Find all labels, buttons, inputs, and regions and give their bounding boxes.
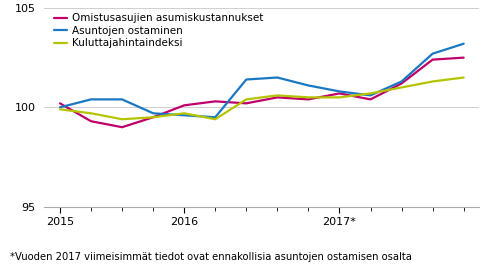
Kuluttajahintaindeksi xyxy=(430,80,436,83)
Omistusasujien asumiskustannukset xyxy=(119,126,125,129)
Line: Asuntojen ostaminen: Asuntojen ostaminen xyxy=(60,44,464,117)
Omistusasujien asumiskustannukset xyxy=(461,56,467,59)
Asuntojen ostaminen xyxy=(212,116,218,119)
Kuluttajahintaindeksi xyxy=(461,76,467,79)
Line: Omistusasujien asumiskustannukset: Omistusasujien asumiskustannukset xyxy=(60,58,464,127)
Kuluttajahintaindeksi xyxy=(150,116,156,119)
Asuntojen ostaminen xyxy=(461,42,467,45)
Kuluttajahintaindeksi xyxy=(181,112,187,115)
Kuluttajahintaindeksi xyxy=(399,86,405,89)
Kuluttajahintaindeksi xyxy=(212,118,218,121)
Asuntojen ostaminen xyxy=(119,98,125,101)
Asuntojen ostaminen xyxy=(57,106,63,109)
Kuluttajahintaindeksi xyxy=(305,96,311,99)
Omistusasujien asumiskustannukset xyxy=(181,104,187,107)
Omistusasujien asumiskustannukset xyxy=(244,102,249,105)
Omistusasujien asumiskustannukset xyxy=(399,82,405,85)
Kuluttajahintaindeksi xyxy=(244,98,249,101)
Asuntojen ostaminen xyxy=(305,84,311,87)
Legend: Omistusasujien asumiskustannukset, Asuntojen ostaminen, Kuluttajahintaindeksi: Omistusasujien asumiskustannukset, Asunt… xyxy=(54,13,263,48)
Kuluttajahintaindeksi xyxy=(119,118,125,121)
Asuntojen ostaminen xyxy=(274,76,280,79)
Text: *Vuoden 2017 viimeisimmät tiedot ovat ennakollisia asuntojen ostamisen osalta: *Vuoden 2017 viimeisimmät tiedot ovat en… xyxy=(10,252,412,262)
Omistusasujien asumiskustannukset xyxy=(305,98,311,101)
Asuntojen ostaminen xyxy=(88,98,94,101)
Kuluttajahintaindeksi xyxy=(57,108,63,111)
Kuluttajahintaindeksi xyxy=(274,94,280,97)
Omistusasujien asumiskustannukset xyxy=(88,120,94,123)
Omistusasujien asumiskustannukset xyxy=(336,92,342,95)
Omistusasujien asumiskustannukset xyxy=(57,102,63,105)
Asuntojen ostaminen xyxy=(399,80,405,83)
Asuntojen ostaminen xyxy=(336,90,342,93)
Omistusasujien asumiskustannukset xyxy=(274,96,280,99)
Asuntojen ostaminen xyxy=(430,52,436,55)
Asuntojen ostaminen xyxy=(244,78,249,81)
Kuluttajahintaindeksi xyxy=(368,92,373,95)
Asuntojen ostaminen xyxy=(368,94,373,97)
Line: Kuluttajahintaindeksi: Kuluttajahintaindeksi xyxy=(60,77,464,119)
Kuluttajahintaindeksi xyxy=(336,96,342,99)
Omistusasujien asumiskustannukset xyxy=(430,58,436,61)
Omistusasujien asumiskustannukset xyxy=(150,116,156,119)
Omistusasujien asumiskustannukset xyxy=(212,100,218,103)
Kuluttajahintaindeksi xyxy=(88,112,94,115)
Asuntojen ostaminen xyxy=(150,112,156,115)
Asuntojen ostaminen xyxy=(181,114,187,117)
Omistusasujien asumiskustannukset xyxy=(368,98,373,101)
